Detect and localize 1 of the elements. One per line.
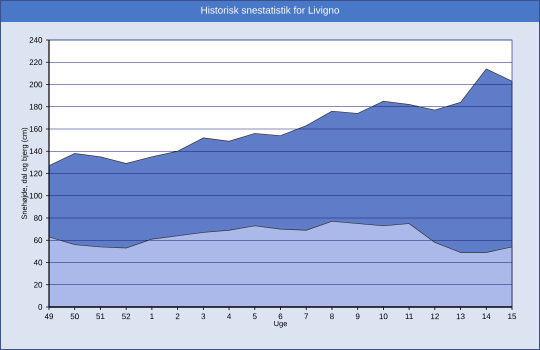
chart-title: Historisk snestatistik for Livigno — [201, 6, 340, 16]
